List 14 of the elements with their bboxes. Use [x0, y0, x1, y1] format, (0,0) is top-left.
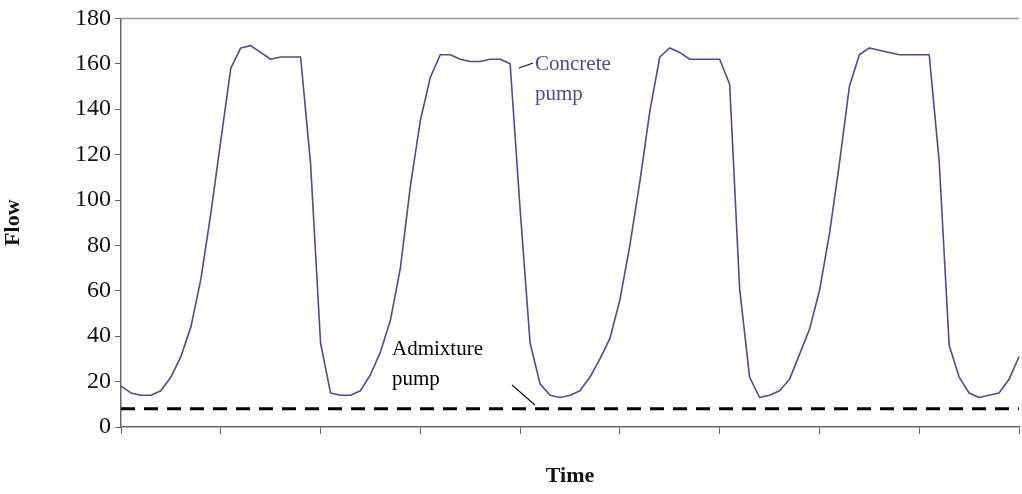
y-tick-label: 0: [99, 412, 111, 439]
series-label: Concrete pump: [535, 50, 611, 105]
y-tick-label: 160: [75, 49, 111, 76]
y-tick-label: 140: [75, 94, 111, 121]
y-axis-title: Flow: [0, 199, 24, 246]
y-tick-label: 80: [87, 230, 111, 257]
y-tick-label: 60: [87, 276, 111, 303]
series-label: Admixture pump: [392, 335, 483, 390]
x-axis-title: Time: [545, 462, 595, 488]
y-tick-label: 180: [75, 3, 111, 30]
y-tick-label: 40: [87, 321, 111, 348]
y-tick-label: 120: [75, 139, 111, 166]
y-tick-label: 20: [87, 366, 111, 393]
y-tick-label: 100: [75, 185, 111, 212]
